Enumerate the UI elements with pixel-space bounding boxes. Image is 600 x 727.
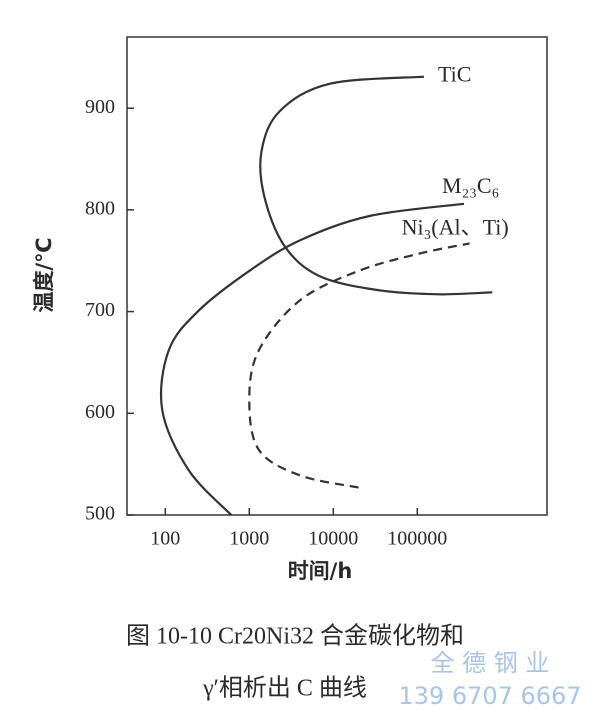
x-tick-label: 100000 <box>387 528 447 550</box>
plot-frame <box>126 36 548 516</box>
x-tick-label: 100 <box>150 528 180 550</box>
x-tick-label: 10000 <box>308 528 358 550</box>
series-label: TiC <box>438 62 471 87</box>
y-tick-label: 700 <box>85 299 115 321</box>
curve <box>248 242 470 489</box>
y-tick-label: 800 <box>85 197 115 219</box>
caption-line: γ′相析出 C 曲线 <box>202 675 367 702</box>
series-label: Ni₃(Al、Ti) <box>402 215 509 240</box>
x-axis-title: 时间/h <box>288 559 353 583</box>
watermark: 139 6707 6667 <box>398 682 581 710</box>
series-label: M₂₃C₆ <box>442 173 499 198</box>
caption-line: 图 10-10 Cr20Ni32 合金碳化物和 <box>126 623 464 650</box>
curve <box>259 75 493 296</box>
y-axis-title: 温度/℃ <box>32 237 56 312</box>
y-tick-label: 900 <box>85 96 115 118</box>
y-tick-label: 500 <box>85 503 115 525</box>
y-tick-label: 600 <box>85 401 115 423</box>
curve <box>159 202 465 516</box>
x-tick-label: 1000 <box>229 528 269 550</box>
watermark: 全 德 钢 业 <box>431 649 550 677</box>
